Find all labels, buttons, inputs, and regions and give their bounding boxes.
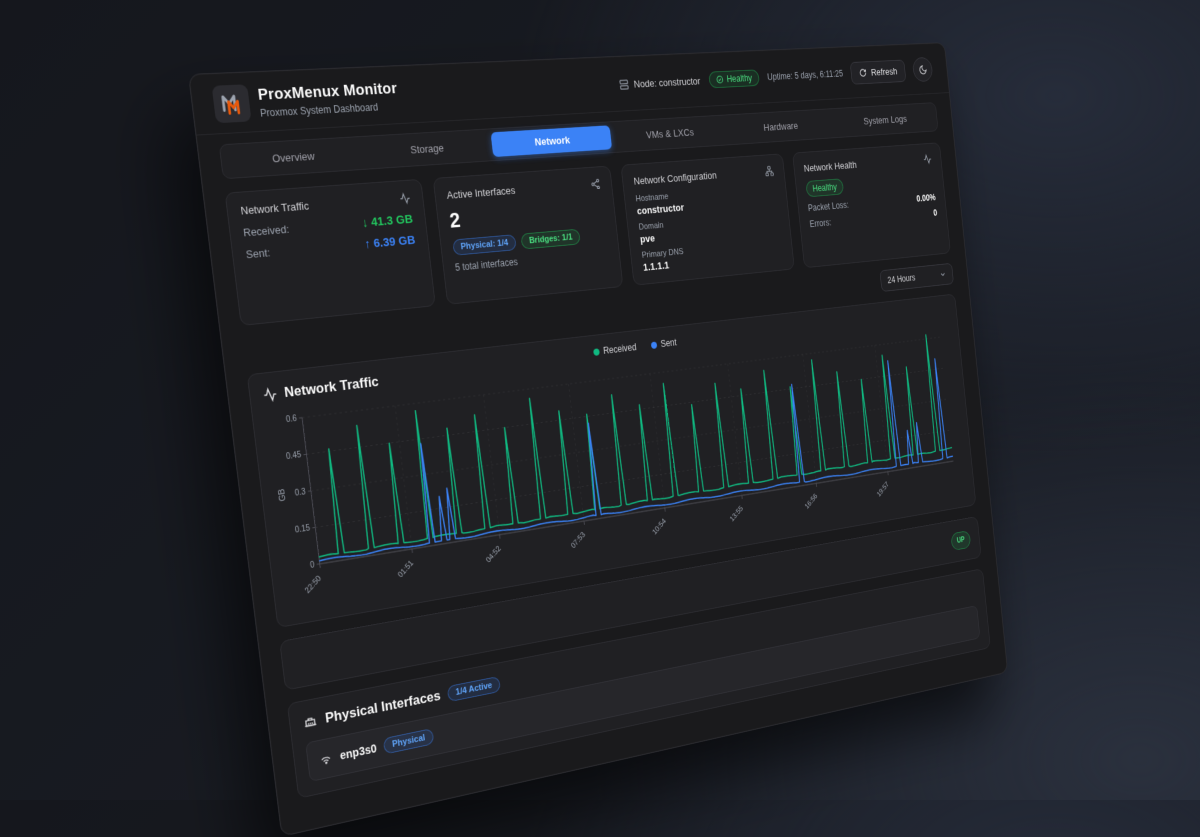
svg-text:16:56: 16:56 [803,491,819,510]
svg-text:0.15: 0.15 [294,523,310,535]
svg-text:19:57: 19:57 [875,479,890,498]
received-dot-icon [593,348,600,356]
scene-background: ProxMenux Monitor Proxmox System Dashboa… [0,0,1200,800]
card-title: Network Health [803,159,857,174]
card-title: Active Interfaces [446,184,516,201]
svg-text:10:54: 10:54 [651,516,668,536]
time-range-value: 24 Hours [887,273,916,286]
uptime-text: Uptime: 5 days, 6:11:25 [767,68,844,82]
errors-value: 0 [933,208,938,218]
tab-storage[interactable]: Storage [361,133,490,166]
network-tree-icon [764,165,774,177]
ethernet-port-icon [302,713,319,731]
svg-text:GB: GB [276,488,287,502]
refresh-icon [859,68,868,78]
up-arrow-icon: ↑ [364,237,371,251]
svg-text:07:53: 07:53 [569,529,587,550]
received-label: Received: [243,223,290,239]
network-health-badge: Healthy [805,178,844,197]
proxmenux-logo-icon [212,84,252,123]
tab-system-logs[interactable]: System Logs [834,106,935,134]
svg-text:0.3: 0.3 [294,486,306,497]
bridges-count-badge: Bridges: 1/1 [521,228,581,249]
active-count-badge: 1/4 Active [447,676,501,702]
node-label: Node: constructor [633,75,701,90]
active-interfaces-card: Active Interfaces 2 Physical: 1/4 Bridge… [432,166,623,305]
legend-sent-label: Sent [660,337,677,349]
health-status-badge: Healthy [708,69,759,88]
network-traffic-card: Network Traffic Received: ↓ 41.3 GB Sent… [225,179,436,326]
svg-text:01:51: 01:51 [396,558,415,580]
theme-toggle-button[interactable] [912,57,934,82]
tab-overview[interactable]: Overview [223,140,361,174]
sent-dot-icon [650,341,657,349]
svg-text:0: 0 [309,559,315,570]
tab-hardware[interactable]: Hardware [726,112,834,141]
brand-text: ProxMenux Monitor Proxmox System Dashboa… [257,80,400,119]
tab-vms-lxcs[interactable]: VMs & LXCs [612,118,726,149]
svg-text:22:50: 22:50 [303,573,323,595]
check-circle-icon [716,75,725,84]
network-nodes-icon [590,178,601,190]
moon-icon [918,64,928,75]
refresh-label: Refresh [870,65,897,77]
refresh-button[interactable]: Refresh [850,59,906,84]
packet-loss-label: Packet Loss: [808,200,850,214]
physical-count-badge: Physical: 1/4 [452,234,517,255]
interface-name: enp3s0 [339,742,377,763]
svg-text:04:52: 04:52 [484,543,503,564]
svg-text:0.45: 0.45 [285,450,302,462]
health-status-label: Healthy [726,73,752,85]
svg-text:0.6: 0.6 [285,413,297,424]
signal-icon [318,750,333,767]
active-interfaces-count: 2 [448,197,604,232]
activity-icon [398,192,411,205]
up-status-badge: UP [951,530,971,551]
received-value: ↓ 41.3 GB [361,212,413,230]
chevron-down-icon [939,270,947,279]
header-controls: Node: constructor Healthy Uptime: 5 days… [618,57,934,98]
node-selector[interactable]: Node: constructor [619,75,701,90]
card-title: Network Configuration [633,169,717,187]
dashboard-panel: ProxMenux Monitor Proxmox System Dashboa… [188,42,1008,837]
sent-value: ↑ 6.39 GB [364,233,416,251]
time-range-select[interactable]: 24 Hours [880,263,954,292]
brand: ProxMenux Monitor Proxmox System Dashboa… [212,78,400,124]
sent-label: Sent: [245,246,271,261]
activity-icon [923,154,932,165]
svg-text:13:55: 13:55 [728,503,744,523]
card-title: Network Traffic [240,199,310,217]
server-icon [619,78,630,90]
network-configuration-card: Network Configuration Hostname construct… [621,153,795,285]
network-health-card: Network Health Healthy Packet Loss: 0.00… [792,142,951,268]
down-arrow-icon: ↓ [361,216,368,230]
errors-label: Errors: [809,217,832,229]
packet-loss-value: 0.00% [916,192,936,204]
interface-type-badge: Physical [383,728,434,754]
tab-network[interactable]: Network [491,125,612,157]
